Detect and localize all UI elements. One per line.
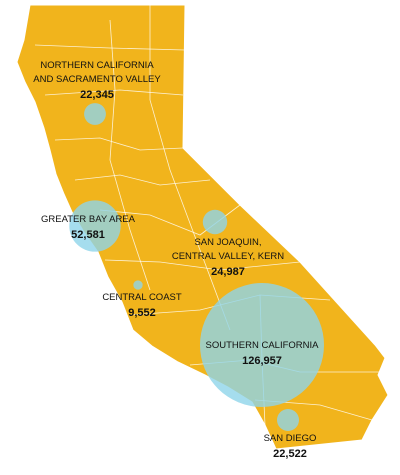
region-value: 24,987: [211, 266, 245, 278]
region-label: NORTHERN CALIFORNIA: [40, 60, 154, 71]
region-value: 52,581: [71, 229, 105, 241]
region-bubble: [200, 283, 324, 407]
region-value: 9,552: [128, 307, 156, 319]
region-bubble: [202, 209, 228, 235]
region-label: CENTRAL COAST: [102, 292, 182, 303]
county-line: [44, 89, 184, 96]
region-label: SOUTHERN CALIFORNIA: [206, 340, 320, 351]
region-bubble: [84, 103, 106, 125]
region-value: 22,522: [273, 448, 307, 460]
region-bubble: [133, 280, 143, 290]
county-line: [74, 174, 211, 186]
region-label: SAN DIEGO: [264, 433, 317, 444]
region-value: 126,957: [242, 355, 282, 367]
county-line: [149, 5, 231, 331]
county-line: [54, 137, 184, 151]
region-label: SAN JOAQUIN,: [194, 237, 261, 248]
county-line: [109, 19, 151, 291]
region-bubble: [277, 409, 299, 431]
region-bubble: [69, 200, 121, 252]
county-line: [104, 259, 301, 271]
county-line: [34, 44, 186, 51]
region-label: AND SACRAMENTO VALLEY: [33, 74, 161, 85]
region-value: 22,345: [80, 89, 114, 101]
region-label: CENTRAL VALLEY, KERN: [172, 251, 284, 262]
region-label: GREATER BAY AREA: [41, 214, 136, 225]
